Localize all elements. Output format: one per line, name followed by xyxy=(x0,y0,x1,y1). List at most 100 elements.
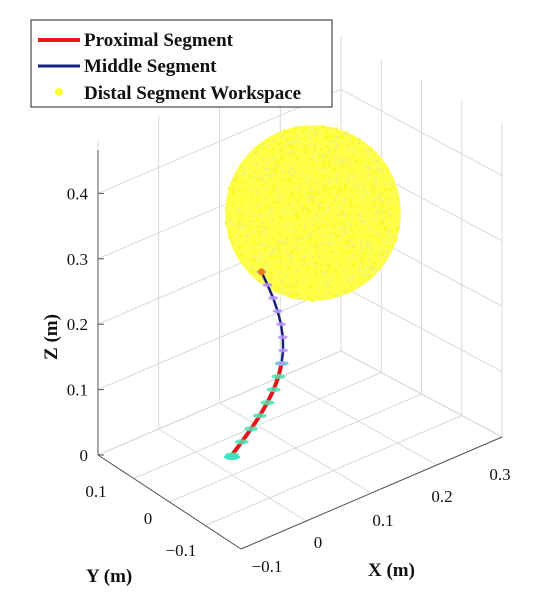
workspace-point xyxy=(360,243,364,247)
middle-disk-marker xyxy=(262,282,273,287)
workspace-point xyxy=(295,269,299,273)
workspace-point xyxy=(255,258,260,262)
workspace-point xyxy=(292,235,296,239)
workspace-point xyxy=(275,159,279,163)
workspace-point xyxy=(267,204,271,208)
workspace-point xyxy=(305,269,309,273)
workspace-point xyxy=(310,230,314,234)
workspace-point xyxy=(328,148,333,152)
workspace-point xyxy=(286,139,290,143)
workspace-point xyxy=(280,276,284,280)
workspace-point xyxy=(297,257,301,261)
workspace-point xyxy=(324,271,328,275)
workspace-point xyxy=(259,250,263,254)
workspace-point xyxy=(374,212,378,217)
x-tick-label: 0.2 xyxy=(431,487,452,506)
workspace-point xyxy=(381,221,385,225)
workspace-point xyxy=(285,274,289,278)
workspace-point xyxy=(344,184,348,188)
workspace-point xyxy=(349,200,353,204)
workspace-point xyxy=(359,239,363,243)
workspace-point xyxy=(326,157,330,161)
workspace-point xyxy=(269,208,274,212)
workspace-point xyxy=(310,256,314,260)
workspace-point xyxy=(336,130,340,134)
workspace-point xyxy=(296,251,300,255)
workspace-point xyxy=(329,276,333,280)
workspace-point xyxy=(270,272,274,276)
workspace-point xyxy=(389,207,393,211)
workspace-point xyxy=(261,157,266,162)
workspace-point xyxy=(347,134,351,138)
workspace-point xyxy=(261,184,265,188)
workspace-point xyxy=(317,190,321,194)
workspace-point xyxy=(269,191,273,195)
workspace-point xyxy=(353,151,357,155)
workspace-point xyxy=(284,223,288,227)
workspace-point xyxy=(271,156,275,160)
workspace-point xyxy=(351,169,355,173)
workspace-point xyxy=(371,197,375,201)
workspace-point xyxy=(364,148,368,152)
workspace-point xyxy=(394,237,398,241)
workspace-point xyxy=(273,183,277,187)
workspace-point xyxy=(265,264,269,268)
workspace-point xyxy=(328,159,332,163)
workspace-point xyxy=(358,254,363,258)
workspace-point xyxy=(349,278,353,282)
workspace-point xyxy=(355,213,359,217)
workspace-point xyxy=(270,174,274,178)
workspace-point xyxy=(289,191,294,195)
workspace-point xyxy=(345,181,349,185)
workspace-point xyxy=(358,217,362,221)
workspace-point xyxy=(260,221,264,225)
workspace-point xyxy=(321,174,326,178)
workspace-point xyxy=(328,193,332,197)
workspace-point xyxy=(307,192,311,196)
workspace-point xyxy=(289,212,293,216)
workspace-point xyxy=(357,284,361,288)
workspace-point xyxy=(291,175,295,179)
workspace-point xyxy=(298,234,302,238)
workspace-point xyxy=(314,261,318,265)
workspace-point xyxy=(274,241,278,245)
workspace-point xyxy=(344,187,348,191)
workspace-point xyxy=(290,136,294,140)
workspace-point xyxy=(240,220,244,224)
legend-item-workspace: Distal Segment Workspace xyxy=(55,83,301,104)
workspace-point xyxy=(296,215,300,219)
y-tick-label: 0 xyxy=(144,509,153,528)
workspace-point xyxy=(349,138,353,142)
workspace-point xyxy=(268,149,272,153)
workspace-point xyxy=(371,234,375,238)
workspace-point xyxy=(330,251,334,255)
workspace-point xyxy=(376,232,380,236)
workspace-point xyxy=(323,167,327,171)
workspace-point xyxy=(293,171,297,175)
workspace-point xyxy=(343,198,348,202)
workspace-point xyxy=(377,201,381,205)
grid-line-floor xyxy=(205,415,462,526)
workspace-point xyxy=(232,222,236,226)
workspace-point xyxy=(309,138,313,142)
workspace-point xyxy=(325,145,329,149)
workspace-point xyxy=(239,179,243,183)
workspace-point xyxy=(284,250,288,254)
workspace-point xyxy=(368,162,372,166)
workspace-point xyxy=(374,169,378,173)
workspace-point xyxy=(372,202,376,206)
workspace-point xyxy=(280,265,284,269)
workspace-point xyxy=(290,261,294,265)
workspace-point xyxy=(316,213,320,217)
workspace-point xyxy=(294,148,298,152)
workspace-point xyxy=(367,153,371,157)
workspace-point xyxy=(320,240,324,244)
workspace-point xyxy=(394,206,398,210)
workspace-point xyxy=(285,136,289,140)
workspace-point xyxy=(232,184,236,189)
workspace-point xyxy=(238,188,242,192)
workspace-point xyxy=(234,233,238,237)
workspace-point xyxy=(251,213,255,217)
workspace-point xyxy=(350,162,354,166)
